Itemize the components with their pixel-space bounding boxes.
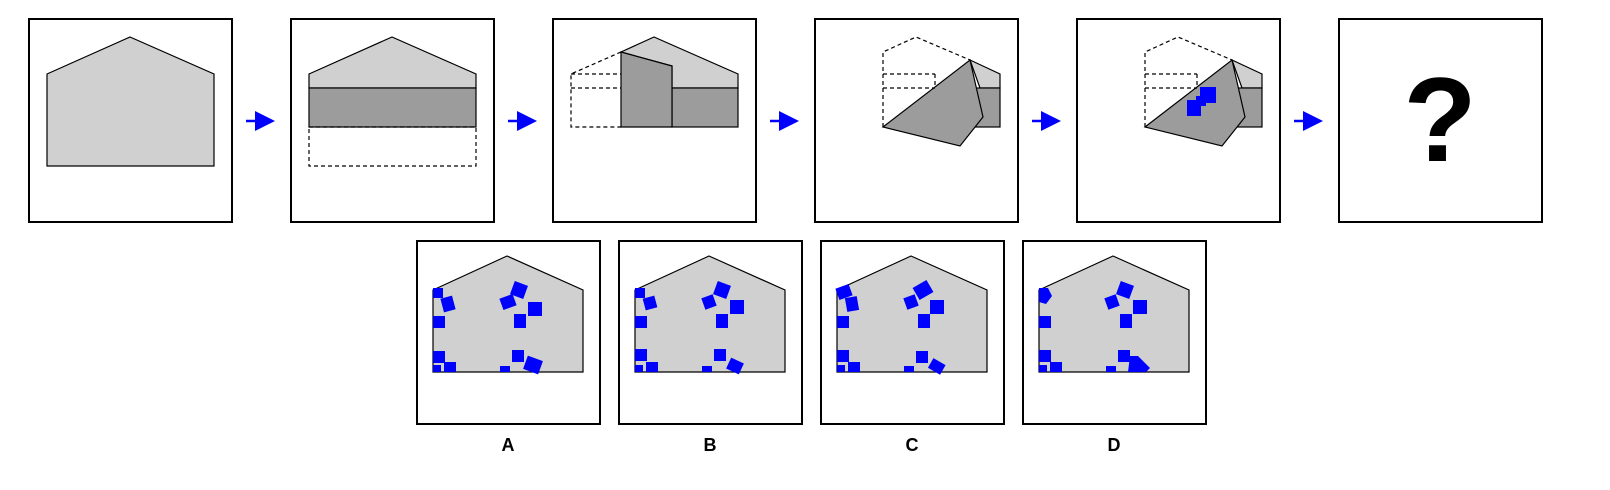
step-5-panel [1076, 18, 1281, 223]
option-label: C [906, 435, 919, 455]
option-a-holes [433, 281, 543, 375]
option-b-holes [635, 281, 744, 375]
folded-strip [308, 87, 477, 128]
option-d-holes [1039, 281, 1150, 372]
step-1-panel [28, 18, 233, 223]
question-panel: ? [1338, 18, 1543, 223]
option-label: D [1108, 435, 1121, 455]
step-2-panel [290, 18, 495, 223]
option-c-holes [835, 279, 946, 375]
option-label: B [704, 435, 717, 455]
option-a[interactable]: A [416, 240, 601, 455]
question-mark: ? [1403, 53, 1476, 187]
diagonal-folded-flap [881, 58, 984, 147]
option-b[interactable]: B [618, 240, 803, 455]
folded-flap [620, 51, 673, 128]
dashed-original-outline [308, 126, 477, 167]
step-3-panel [552, 18, 757, 223]
option-c[interactable]: C [820, 240, 1005, 455]
step-4-panel [814, 18, 1019, 223]
paper-shape [46, 36, 215, 167]
option-label: A [502, 435, 515, 455]
option-d[interactable]: D [1022, 240, 1207, 455]
punched-holes [1187, 87, 1216, 116]
